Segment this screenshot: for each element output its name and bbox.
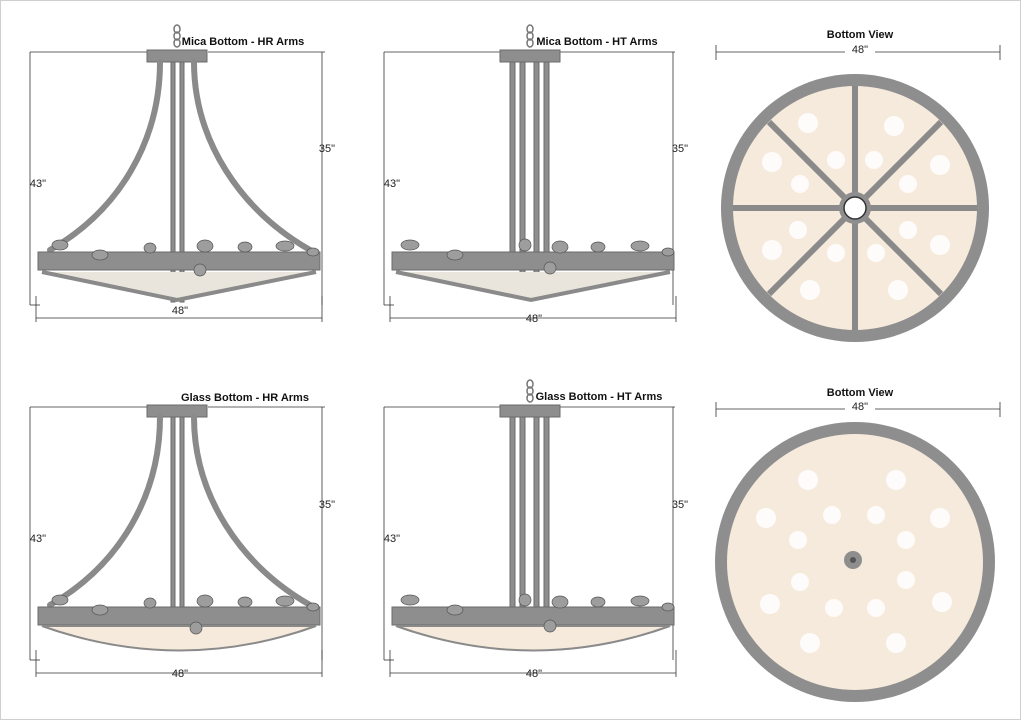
panel-title: Bottom View bbox=[827, 387, 894, 399]
height-body-label: 35" bbox=[672, 143, 688, 155]
panel-title: Mica Bottom - HT Arms bbox=[536, 36, 657, 48]
ring bbox=[391, 251, 675, 271]
arm-right bbox=[191, 59, 313, 253]
ring bbox=[37, 606, 321, 626]
height-total-label: 43" bbox=[384, 178, 400, 190]
panel-title: Glass Bottom - HT Arms bbox=[536, 391, 663, 403]
width-label: 48" bbox=[852, 44, 868, 56]
glass-bowl bbox=[41, 625, 317, 652]
height-total-label: 43" bbox=[30, 533, 46, 545]
panel-title: Bottom View bbox=[827, 29, 894, 41]
arm-left bbox=[47, 59, 163, 253]
leaf-decoration bbox=[51, 239, 320, 277]
width-label: 48" bbox=[526, 668, 542, 680]
panel-title: Glass Bottom - HR Arms bbox=[181, 392, 309, 404]
arm-right bbox=[543, 416, 550, 610]
glass-bowl bbox=[395, 625, 671, 652]
arm-left bbox=[509, 61, 516, 259]
arm-right bbox=[191, 414, 313, 608]
bulbs bbox=[756, 470, 952, 653]
panel-glass-ht-arms: Glass Bottom - HT Arms 43" 35" 48" bbox=[383, 379, 688, 680]
arm-left bbox=[509, 416, 516, 610]
leaf-decoration bbox=[400, 593, 675, 633]
width-label: 48" bbox=[852, 401, 868, 413]
mica-bottom bbox=[395, 270, 671, 303]
panel-title: Mica Bottom - HR Arms bbox=[182, 36, 304, 48]
panel-bottom-view-glass: Bottom View 48" bbox=[715, 387, 1001, 702]
height-body-label: 35" bbox=[672, 499, 688, 511]
canopy bbox=[146, 49, 208, 63]
width-label: 48" bbox=[172, 305, 188, 317]
height-total-label: 43" bbox=[384, 533, 400, 545]
canopy bbox=[499, 49, 561, 63]
panel-mica-hr-arms: Mica Bottom - HR Arms 43" 35" 48" bbox=[29, 24, 335, 322]
arm-left bbox=[47, 414, 163, 608]
height-total-label: 43" bbox=[30, 178, 46, 190]
canopy bbox=[499, 404, 561, 418]
panel-bottom-view-mica: Bottom View 48" bbox=[715, 29, 1001, 342]
width-label: 48" bbox=[172, 668, 188, 680]
arm-right bbox=[543, 61, 550, 259]
chain bbox=[173, 24, 181, 48]
mica-bottom bbox=[41, 270, 317, 303]
ring bbox=[391, 606, 675, 626]
height-body-label: 35" bbox=[319, 499, 335, 511]
panel-mica-ht-arms: Mica Bottom - HT Arms 43" 35" 48" bbox=[383, 24, 688, 325]
chain bbox=[526, 379, 534, 403]
leaf-decoration bbox=[400, 238, 675, 275]
bulbs bbox=[762, 113, 950, 300]
panel-glass-hr-arms: Glass Bottom - HR Arms 43" 35" 48" bbox=[29, 392, 335, 680]
ring bbox=[37, 251, 321, 271]
canopy bbox=[146, 404, 208, 418]
height-body-label: 35" bbox=[319, 143, 335, 155]
leaf-decoration bbox=[51, 594, 320, 635]
chain bbox=[526, 24, 534, 48]
width-label: 48" bbox=[526, 313, 542, 325]
